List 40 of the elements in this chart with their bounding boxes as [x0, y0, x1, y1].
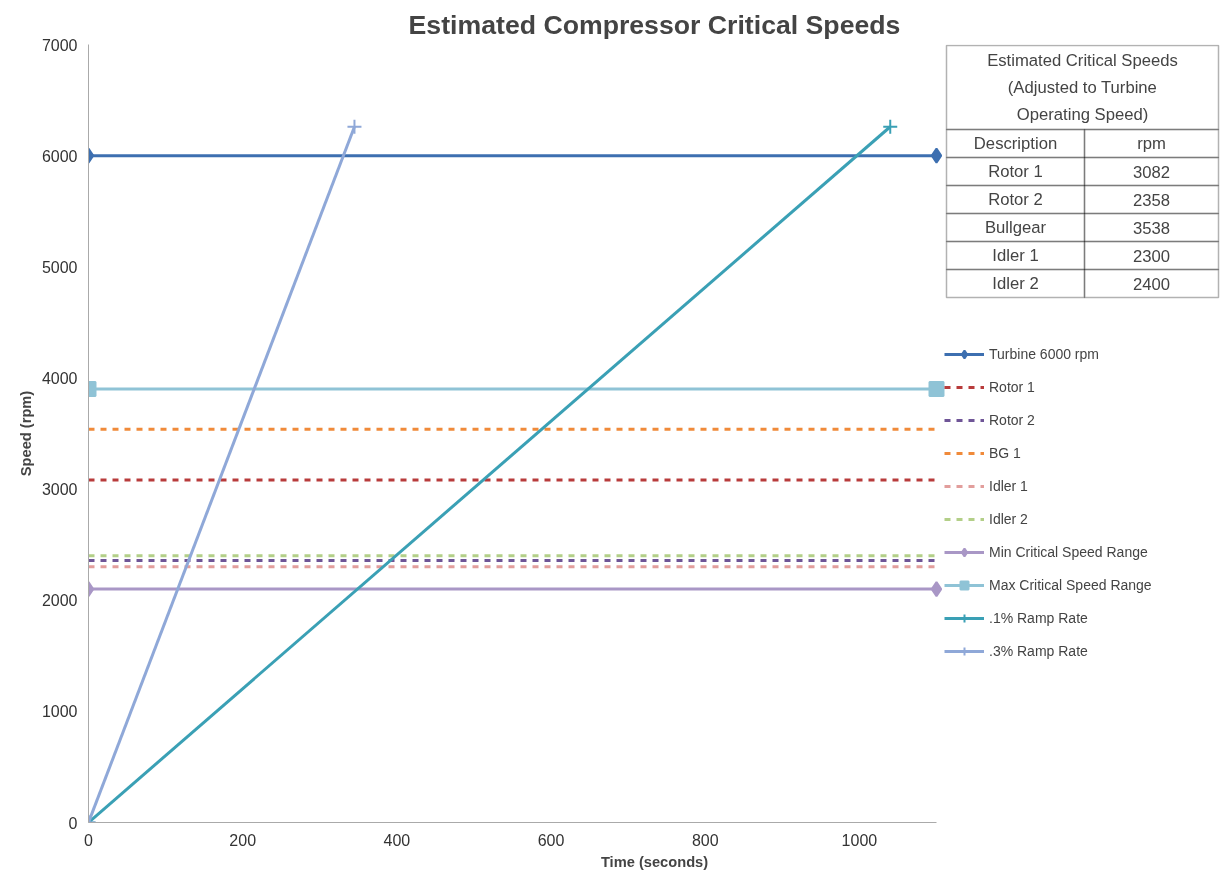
x-tick-label: 0: [84, 831, 94, 849]
y-tick-label: 0: [68, 814, 78, 832]
x-tick-label: 800: [691, 831, 719, 849]
y-tick-label: 7000: [41, 36, 78, 54]
x-tick-label: 600: [537, 831, 565, 849]
legend-label: Rotor 2: [989, 412, 1035, 428]
y-tick-label: 1000: [41, 703, 78, 721]
text: Description: [973, 134, 1058, 153]
y-axis-title: Speed (rpm): [17, 390, 34, 477]
legend-label: Max Critical Speed Range: [989, 577, 1152, 593]
text: Bullgear: [984, 218, 1047, 237]
text: 3538: [1132, 218, 1171, 238]
text: Rotor 2: [988, 190, 1043, 209]
legend-label: Idler 2: [989, 511, 1028, 527]
text: Rotor 1: [988, 162, 1043, 181]
text: 2400: [1132, 274, 1171, 294]
y-tick-label: 5000: [41, 258, 78, 276]
x-tick-label: 400: [383, 831, 411, 849]
text: 3082: [1132, 162, 1171, 182]
legend-label: .1% Ramp Rate: [989, 610, 1088, 626]
y-tick-label: 4000: [41, 369, 78, 387]
legend-label: Rotor 1: [989, 379, 1035, 395]
x-tick-label: 200: [229, 831, 257, 849]
x-axis-title: Time (seconds): [600, 853, 709, 870]
legend-label: Min Critical Speed Range: [989, 544, 1148, 560]
legend-label: .3% Ramp Rate: [989, 643, 1088, 659]
legend-label: BG 1: [989, 445, 1021, 461]
text: 2300: [1132, 246, 1171, 266]
text: Estimated Critical Speeds (Adjusted to Turbine Operating Speed): [987, 51, 1178, 124]
legend-label: Turbine 6000 rpm: [989, 346, 1099, 362]
y-tick-label: 3000: [41, 481, 78, 499]
chart-title: Estimated Compressor Critical Speeds: [408, 9, 901, 40]
x-tick-label: 1000: [841, 831, 878, 849]
y-tick-label: 6000: [41, 147, 78, 165]
y-tick-label: 2000: [41, 592, 78, 610]
text: Idler 1: [992, 246, 1039, 265]
text: Idler 2: [992, 274, 1039, 293]
text: rpm: [1137, 134, 1166, 153]
text: 2358: [1132, 190, 1171, 210]
legend-label: Idler 1: [989, 478, 1028, 494]
